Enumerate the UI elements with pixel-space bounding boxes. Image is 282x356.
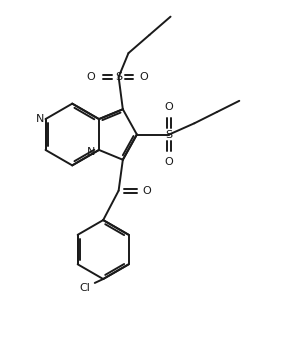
Text: O: O bbox=[143, 185, 152, 196]
Text: N: N bbox=[36, 114, 45, 124]
Text: O: O bbox=[165, 157, 173, 167]
Text: O: O bbox=[87, 72, 95, 82]
Text: Cl: Cl bbox=[80, 283, 91, 293]
Text: O: O bbox=[165, 102, 173, 112]
Text: S: S bbox=[115, 72, 122, 82]
Text: O: O bbox=[139, 72, 148, 82]
Text: S: S bbox=[166, 130, 173, 140]
Text: N: N bbox=[87, 147, 95, 157]
